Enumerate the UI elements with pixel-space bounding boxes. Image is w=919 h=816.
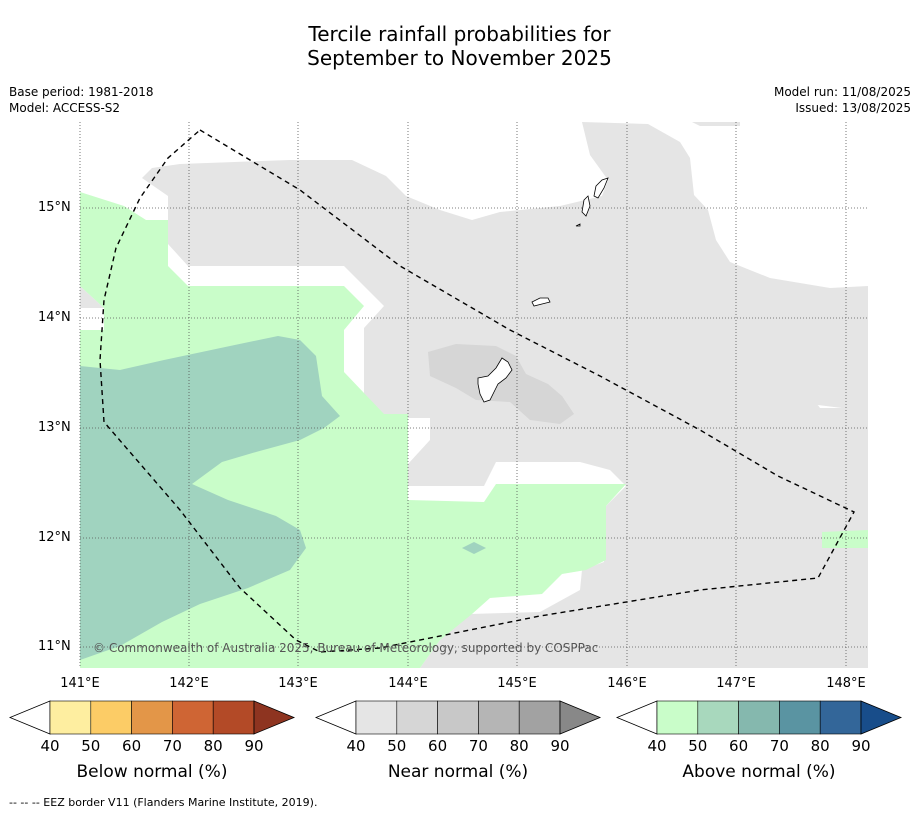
near-normal-colorbar-cell [355,700,398,735]
below-normal-colorbar-cell [212,700,255,735]
lon-label-147e: 147°E [716,676,756,691]
below-normal-colorbar-tick: 90 [244,737,264,755]
lat-label-11n: 11°N [38,639,71,654]
near-normal-50-patch [428,344,574,424]
above-normal-colorbar-tick: 60 [729,737,749,755]
near-normal-colorbar-tick: 50 [387,737,407,755]
eez-legend: -- -- -- EEZ border V11 (Flanders Marine… [9,796,318,809]
model-run: Model run: 11/08/2025 [773,85,911,99]
above-normal-colorbar-cell [779,700,821,735]
lat-label-13n: 13°N [38,420,71,435]
near-normal-colorbar-label: Near normal (%) [387,762,529,782]
colorbars [8,700,903,735]
near-normal-colorbar-max-arrow [559,700,602,735]
lat-label-14n: 14°N [38,310,71,325]
lat-label-15n: 15°N [38,200,71,215]
above-normal-colorbar-tick: 50 [688,737,708,755]
near-normal-colorbar-tick: 90 [550,737,570,755]
island-rota [531,297,551,307]
model-name: Model: ACCESS-S2 [9,101,121,115]
title-line-2: September to November 2025 [307,46,612,70]
lon-label-144e: 144°E [388,676,428,691]
island-tinian [581,195,591,217]
below-normal-colorbar-tick: 70 [162,737,182,755]
lon-label-146e: 146°E [607,676,647,691]
above-normal-colorbar-tick: 70 [769,737,789,755]
near-normal-colorbar-tick: 60 [428,737,448,755]
above-normal-50-region [80,336,340,660]
above-normal-colorbar-min-arrow [615,700,658,735]
above-normal-colorbar-max-arrow [860,700,903,735]
near-normal-colorbar-cell [518,700,561,735]
below-normal-colorbar-cell [49,700,92,735]
map-gridlines [79,122,868,668]
lon-label-145e: 145°E [497,676,537,691]
near-normal-colorbar-tick: 70 [468,737,488,755]
below-normal-colorbar-label: Below normal (%) [76,762,228,782]
below-normal-colorbar-tick: 50 [81,737,101,755]
chart-title: Tercile rainfall probabilities for Septe… [0,22,919,70]
below-normal-colorbar-tick: 40 [40,737,60,755]
lon-label-141e: 141°E [60,676,100,691]
island-aguijan [575,223,581,227]
lon-label-143e: 143°E [278,676,318,691]
above-normal-colorbar-tick: 90 [851,737,871,755]
near-normal-colorbar-cell [478,700,520,735]
near-normal-colorbar-tick: 40 [346,737,366,755]
below-normal-colorbar-tick: 80 [203,737,223,755]
island-saipan [593,177,609,199]
near-normal-colorbar-cell [437,700,479,735]
title-line-1: Tercile rainfall probabilities for [308,22,611,46]
above-normal-colorbar-cell [738,700,780,735]
near-normal-colorbar-tick: 80 [509,737,529,755]
below-normal-colorbar-cell [172,700,214,735]
above-normal-colorbar-cell [656,700,699,735]
above-normal-colorbar-tick: 40 [647,737,667,755]
above-normal-colorbar-tick: 80 [810,737,830,755]
below-normal-colorbar-cell [131,700,173,735]
above-normal-colorbar-label: Above normal (%) [682,762,836,782]
lat-label-12n: 12°N [38,530,71,545]
lon-label-142e: 142°E [169,676,209,691]
below-normal-colorbar-cell [90,700,132,735]
eez-border [99,129,855,653]
below-normal-colorbar-tick: 60 [122,737,142,755]
above-normal-colorbar-cell [819,700,862,735]
above-normal-colorbar-cell [697,700,739,735]
near-normal-colorbar-min-arrow [314,700,357,735]
info-left: Base period: 1981-2018 Model: ACCESS-S2 [9,84,154,116]
copyright-notice: © Commonwealth of Australia 2025, Bureau… [93,641,599,655]
below-normal-colorbar-max-arrow [253,700,296,735]
issued-date: Issued: 13/08/2025 [795,101,911,115]
island-guam [477,357,513,403]
lon-label-148e: 148°E [826,676,866,691]
info-right: Model run: 11/08/2025 Issued: 13/08/2025 [774,84,911,116]
base-period: Base period: 1981-2018 [9,85,154,99]
islands [477,177,609,403]
below-normal-colorbar-min-arrow [8,700,51,735]
near-normal-colorbar-cell [396,700,438,735]
